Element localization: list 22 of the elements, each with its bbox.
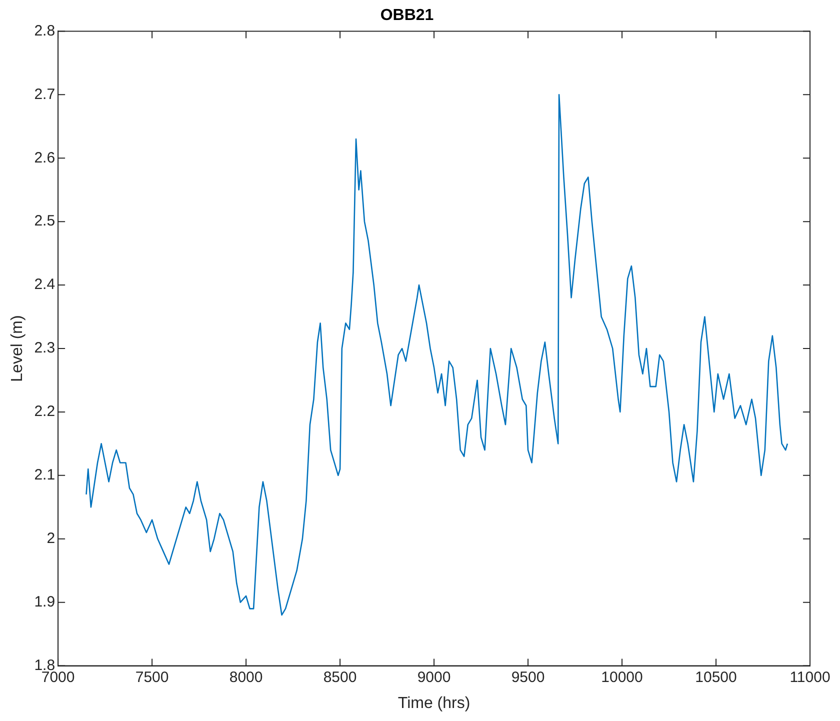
- x-tick-label: 8500: [323, 668, 357, 686]
- x-tick-label: 10500: [695, 668, 737, 686]
- x-tick-label: 7000: [41, 668, 75, 686]
- y-tick-label: 2.1: [34, 466, 56, 484]
- x-tick-label: 8000: [229, 668, 263, 686]
- y-tick-label: 2.4: [34, 276, 56, 294]
- y-tick-label: 2.7: [34, 86, 56, 103]
- x-axis-title: Time (hrs): [398, 694, 470, 712]
- chart-title: OBB21: [380, 7, 434, 24]
- x-tick-label: 9500: [511, 668, 545, 686]
- x-tick-label: 7500: [135, 668, 169, 686]
- y-tick-label: 1.9: [34, 593, 56, 610]
- y-tick-label: 2.3: [34, 340, 56, 357]
- y-tick-label: 2.5: [34, 212, 56, 230]
- x-tick-label: 9000: [417, 668, 451, 686]
- y-tick-label: 2: [46, 530, 56, 548]
- x-tick-label: 11000: [790, 668, 830, 686]
- x-tick-label: 10000: [601, 668, 643, 686]
- y-tick-label: 2.8: [34, 22, 56, 40]
- y-tick-label: 2.6: [34, 149, 56, 166]
- y-tick-label: 2.2: [34, 403, 56, 420]
- y-axis-title: Level (m): [9, 315, 26, 382]
